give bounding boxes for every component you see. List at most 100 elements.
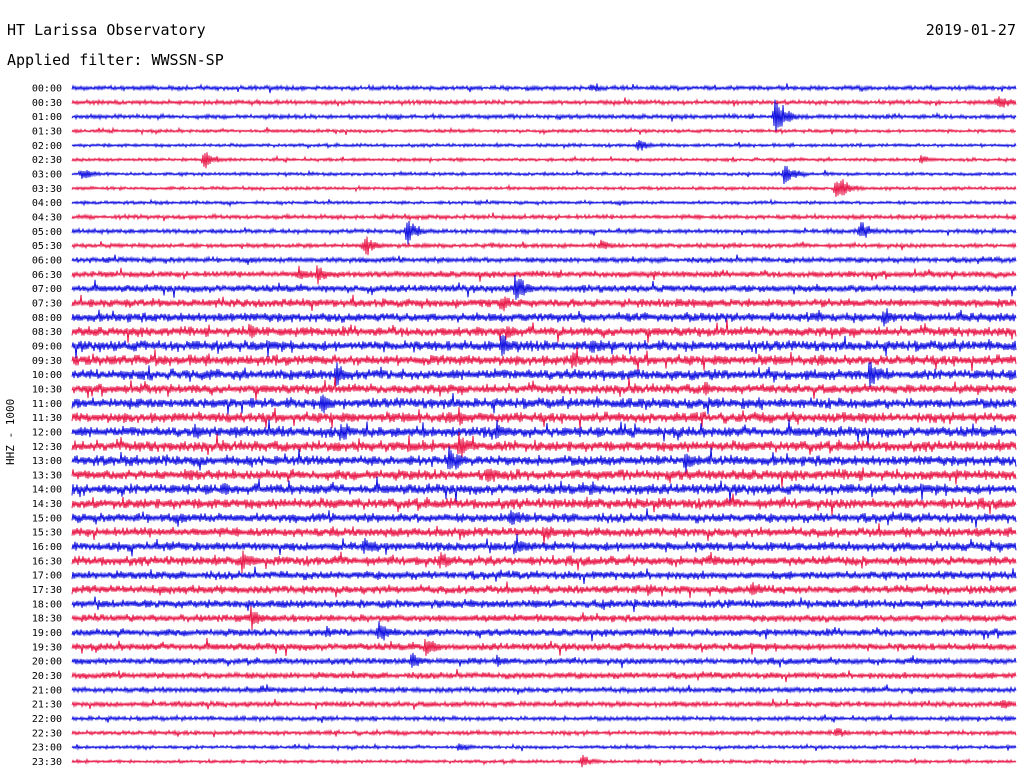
row-time-label: 11:00 xyxy=(32,399,62,410)
trace-row xyxy=(71,377,1017,401)
trace-row xyxy=(71,467,1017,488)
trace-row xyxy=(71,596,1017,612)
row-time-label: 09:00 xyxy=(32,341,62,352)
row-time-label: 17:00 xyxy=(32,571,62,582)
trace-row xyxy=(71,165,1017,185)
row-time-label: 19:00 xyxy=(32,628,62,639)
trace-row xyxy=(71,621,1017,642)
trace-row xyxy=(71,523,1017,545)
row-time-label: 13:00 xyxy=(32,456,62,467)
trace-row xyxy=(71,236,1017,256)
trace-row xyxy=(71,198,1017,208)
trace-row xyxy=(71,126,1017,136)
row-time-label: 16:00 xyxy=(32,542,62,553)
row-time-label: 09:30 xyxy=(32,356,62,367)
row-time-label: 23:00 xyxy=(32,743,62,754)
row-time-label: 19:30 xyxy=(32,642,62,653)
trace-row xyxy=(71,581,1017,599)
trace-row xyxy=(71,393,1017,415)
row-time-label: 11:30 xyxy=(32,413,62,424)
row-time-label: 20:00 xyxy=(32,657,62,668)
trace-row xyxy=(71,533,1017,557)
trace-row xyxy=(71,220,1017,245)
trace-row xyxy=(71,294,1017,312)
trace-row xyxy=(71,446,1017,474)
trace-row xyxy=(71,308,1017,327)
row-time-label: 01:00 xyxy=(32,112,62,123)
trace-row xyxy=(71,419,1017,446)
row-time-label: 03:30 xyxy=(32,184,62,195)
row-time-label: 01:30 xyxy=(32,126,62,137)
row-time-label: 08:00 xyxy=(32,313,62,324)
trace-row xyxy=(71,728,1017,738)
row-time-label: 12:00 xyxy=(32,427,62,438)
row-time-label: 17:30 xyxy=(32,585,62,596)
trace-row xyxy=(71,254,1017,265)
row-time-label: 03:00 xyxy=(32,169,62,180)
row-time-label: 00:30 xyxy=(32,98,62,109)
trace-row xyxy=(71,96,1017,108)
row-time-label: 18:30 xyxy=(32,614,62,625)
trace-row xyxy=(71,493,1017,516)
trace-row xyxy=(71,754,1017,768)
row-time-label: 07:00 xyxy=(32,284,62,295)
row-time-label: 14:30 xyxy=(32,499,62,510)
row-time-label: 05:30 xyxy=(32,241,62,252)
row-time-label: 21:00 xyxy=(32,685,62,696)
trace-row xyxy=(71,212,1017,222)
row-time-label: 14:00 xyxy=(32,485,62,496)
row-time-label: 20:30 xyxy=(32,671,62,682)
trace-row xyxy=(71,83,1017,94)
trace-row xyxy=(71,274,1017,300)
row-time-label: 21:30 xyxy=(32,700,62,711)
trace-row xyxy=(71,347,1017,372)
row-time-label: 10:30 xyxy=(32,384,62,395)
trace-row xyxy=(71,179,1017,197)
trace-row xyxy=(71,476,1017,503)
row-time-label: 10:00 xyxy=(32,370,62,381)
trace-row xyxy=(71,407,1017,429)
trace-row xyxy=(71,152,1017,169)
row-time-label: 23:30 xyxy=(32,757,62,768)
row-time-label: 04:30 xyxy=(32,212,62,223)
row-time-label: 13:30 xyxy=(32,470,62,481)
row-time-label: 18:00 xyxy=(32,599,62,610)
trace-row xyxy=(71,361,1017,388)
trace-row xyxy=(71,99,1017,134)
trace-row xyxy=(71,605,1017,630)
row-time-label: 16:30 xyxy=(32,556,62,567)
trace-row xyxy=(71,652,1017,669)
trace-row xyxy=(71,713,1017,724)
row-time-label: 02:00 xyxy=(32,141,62,152)
trace-row xyxy=(71,566,1017,584)
applied-filter-label: Applied filter: WWSSN-SP xyxy=(7,51,224,69)
row-time-label: 22:30 xyxy=(32,728,62,739)
row-time-label: 05:00 xyxy=(32,227,62,238)
trace-row xyxy=(71,431,1017,458)
observatory-title: HT Larissa Observatory xyxy=(7,21,206,39)
row-time-label: 15:00 xyxy=(32,513,62,524)
trace-row xyxy=(71,638,1017,657)
trace-row xyxy=(71,698,1017,710)
trace-row xyxy=(71,550,1017,573)
row-time-label: 06:00 xyxy=(32,255,62,266)
trace-row xyxy=(71,508,1017,528)
trace-row xyxy=(71,684,1017,695)
trace-row xyxy=(71,669,1017,683)
row-time-label: 02:30 xyxy=(32,155,62,166)
trace-row xyxy=(71,319,1017,343)
trace-row xyxy=(71,265,1017,285)
row-time-label: 07:30 xyxy=(32,298,62,309)
row-time-label: 08:30 xyxy=(32,327,62,338)
row-time-label: 15:30 xyxy=(32,528,62,539)
trace-row xyxy=(71,140,1017,151)
record-date: 2019-01-27 xyxy=(925,21,1016,39)
row-time-label: 04:00 xyxy=(32,198,62,209)
row-time-label: 12:30 xyxy=(32,442,62,453)
row-time-label: 22:00 xyxy=(32,714,62,725)
trace-row xyxy=(71,335,1017,359)
row-time-label: 00:00 xyxy=(32,84,62,95)
trace-row xyxy=(71,742,1017,752)
row-time-label: 06:30 xyxy=(32,270,62,281)
